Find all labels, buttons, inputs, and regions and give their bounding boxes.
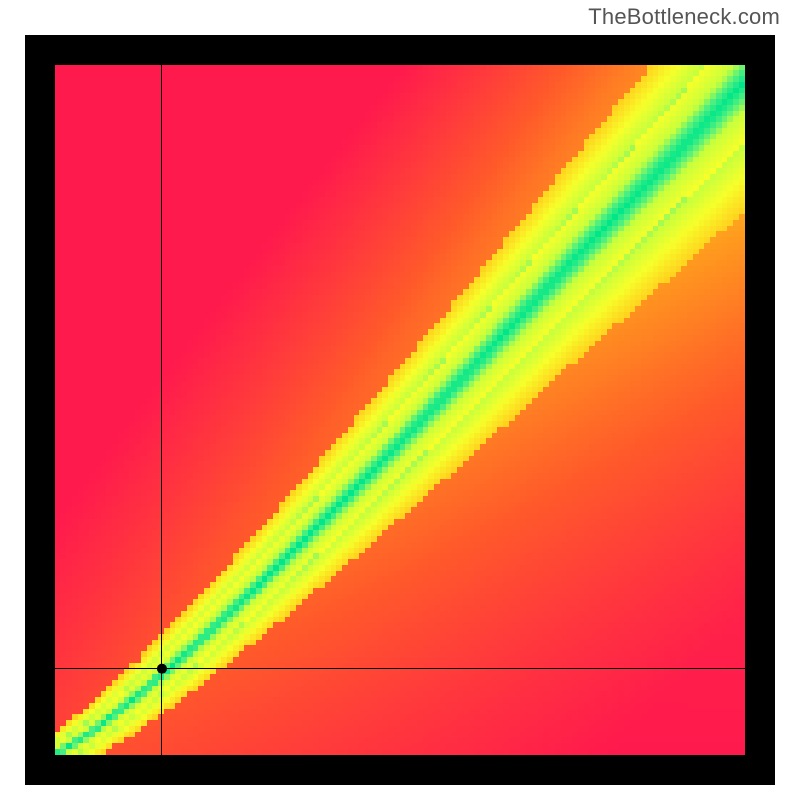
watermark-text: TheBottleneck.com: [588, 4, 780, 30]
chart-frame: [25, 35, 775, 785]
chart-container: TheBottleneck.com: [0, 0, 800, 800]
plot-area: [55, 65, 745, 755]
marker-canvas: [55, 65, 745, 755]
